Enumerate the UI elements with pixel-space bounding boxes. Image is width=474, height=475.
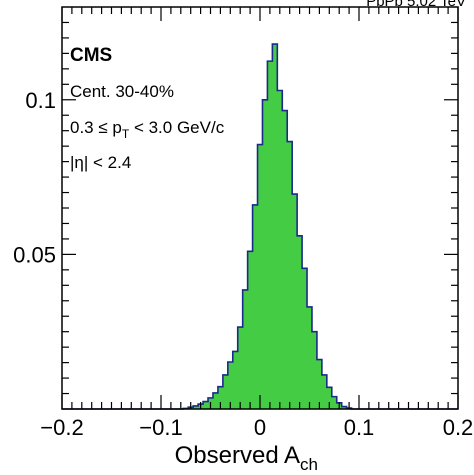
top-right-label: PbPb 5.02 TeV <box>366 0 466 10</box>
y-tick-label: 0.05 <box>13 242 56 267</box>
histogram-bar <box>331 396 338 409</box>
histogram-bar <box>282 110 288 409</box>
x-axis-title-sub: ch <box>300 455 318 474</box>
histogram-bar <box>326 387 333 409</box>
x-tick-label: −0.1 <box>139 415 182 440</box>
x-axis-title-main: Observed A <box>175 442 300 469</box>
histogram-bar <box>341 406 348 409</box>
histogram-bar <box>311 331 318 409</box>
histogram-bar <box>262 99 268 410</box>
histogram-bar <box>217 386 224 409</box>
x-tick-label: 0.2 <box>443 415 474 440</box>
histogram-bar <box>242 289 249 409</box>
histogram-bar <box>292 194 298 409</box>
histogram-bars <box>62 43 458 410</box>
histogram-bar <box>247 251 253 409</box>
histogram-bar <box>193 405 199 409</box>
histogram-bar <box>267 61 273 409</box>
experiment-label: CMS <box>70 45 112 66</box>
x-tick-label: 0.1 <box>344 415 375 440</box>
y-tick-label: 0.1 <box>25 88 56 113</box>
histogram-bar <box>307 306 313 409</box>
x-axis-title: Observed Ach <box>175 442 318 474</box>
histogram-bar <box>222 374 229 409</box>
centrality-label: Cent. 30-40% <box>70 82 174 101</box>
histogram-bar <box>257 144 263 409</box>
pt-range-label: 0.3 ≤ pT < 3.0 GeV/c <box>70 118 225 141</box>
histogram-bar <box>321 374 328 409</box>
histogram-bar <box>203 401 209 409</box>
tick-labels: −0.2 −0.1 0 0.1 0.2 0.05 0.1 <box>13 88 473 440</box>
x-tick-label: 0 <box>254 415 266 440</box>
x-tick-label: −0.2 <box>40 415 83 440</box>
histogram-bar <box>302 268 308 409</box>
pt-range-sub: T <box>122 127 130 141</box>
histogram-bar <box>297 235 303 409</box>
histogram-outline <box>62 43 458 410</box>
histogram-bar <box>227 361 234 409</box>
pt-range-pre: 0.3 ≤ p <box>70 118 122 137</box>
pt-range-post: < 3.0 GeV/c <box>129 118 224 137</box>
histogram-bar <box>272 44 278 409</box>
histogram-bar <box>237 327 244 409</box>
eta-range-label: |η| < 2.4 <box>70 153 131 172</box>
plot-frame <box>61 6 459 410</box>
histogram-bar <box>277 90 283 409</box>
histogram-bar <box>212 392 219 409</box>
histogram-bar <box>232 351 239 409</box>
histogram-bar <box>316 359 323 409</box>
histogram-bar <box>252 204 258 409</box>
histogram-bar <box>287 141 293 409</box>
